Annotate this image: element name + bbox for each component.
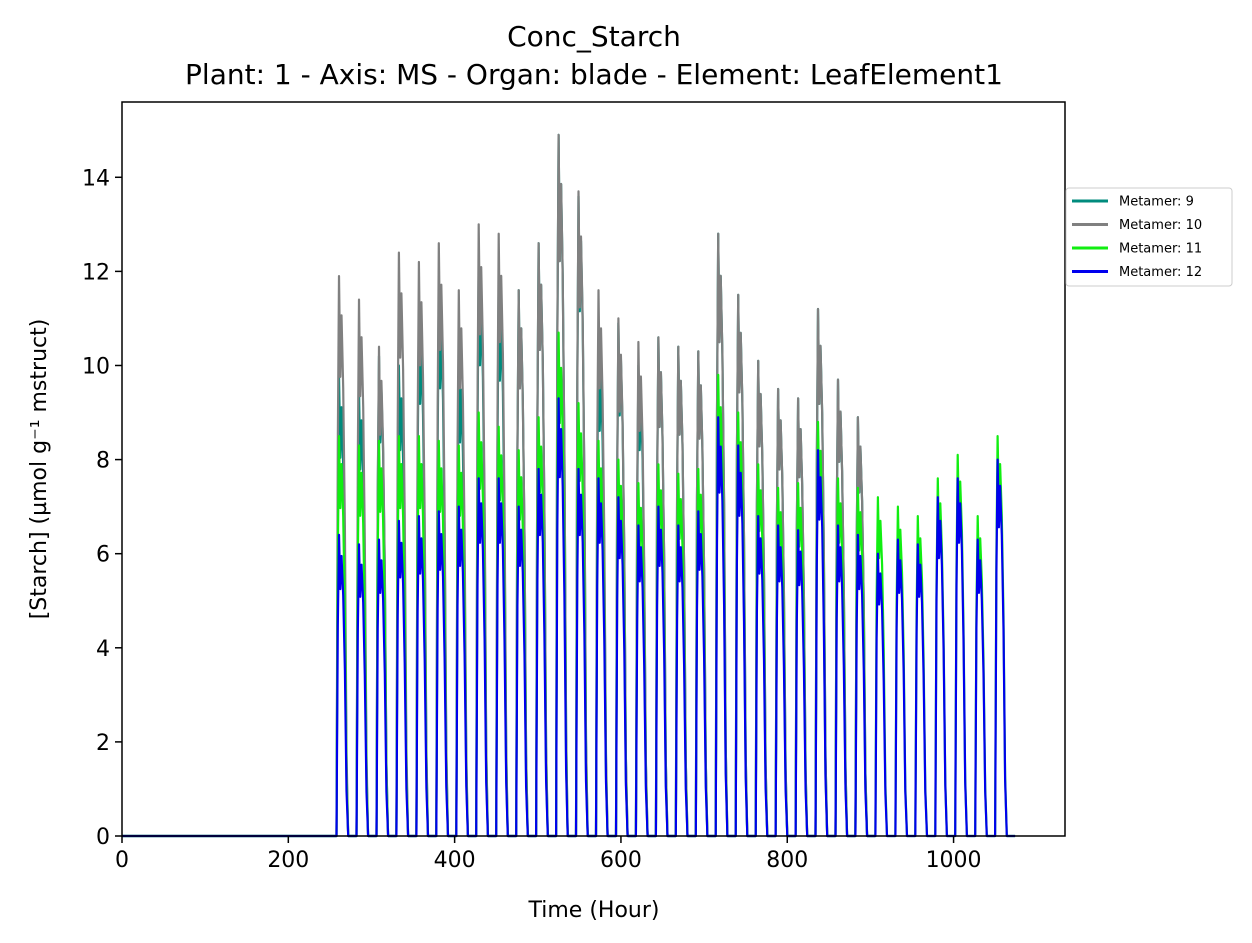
y-tick-label: 14 bbox=[82, 166, 110, 191]
series-line bbox=[122, 133, 876, 838]
legend-label: Metamer: 11 bbox=[1119, 242, 1202, 257]
x-axis: 0 200 400 600 800 1000 bbox=[115, 836, 982, 873]
y-axis-label: [Starch] (µmol g⁻¹ mstruct) bbox=[27, 319, 52, 620]
legend: Metamer: 9 Metamer: 10 Metamer: 11 Metamer:… bbox=[1065, 187, 1233, 287]
legend-box bbox=[1065, 187, 1233, 287]
y-tick-label: 0 bbox=[96, 825, 110, 850]
x-tick-label: 400 bbox=[434, 848, 476, 873]
x-tick-label: 0 bbox=[115, 848, 129, 873]
series-layer bbox=[122, 133, 1016, 838]
series-line bbox=[122, 397, 1016, 838]
x-tick-label: 800 bbox=[766, 848, 808, 873]
y-tick-label: 6 bbox=[96, 543, 110, 568]
legend-label: Metamer: 9 bbox=[1119, 195, 1194, 210]
plot-frame bbox=[121, 101, 1066, 837]
x-tick-label: 1000 bbox=[926, 848, 982, 873]
x-axis-label: Time (Hour) bbox=[528, 898, 660, 923]
y-tick-label: 12 bbox=[82, 260, 110, 285]
y-tick-label: 2 bbox=[96, 731, 110, 756]
y-tick-label: 4 bbox=[96, 637, 110, 662]
x-tick-label: 600 bbox=[600, 848, 642, 873]
x-tick-label: 200 bbox=[267, 848, 309, 873]
y-tick-label: 8 bbox=[96, 449, 110, 474]
chart-subtitle: Plant: 1 - Axis: MS - Organ: blade - Ele… bbox=[185, 58, 1003, 91]
y-axis: 0 2 4 6 8 10 12 14 bbox=[82, 166, 122, 850]
legend-label: Metamer: 10 bbox=[1119, 218, 1202, 233]
chart-title: Conc_Starch bbox=[507, 20, 681, 53]
legend-label: Metamer: 12 bbox=[1119, 265, 1202, 280]
y-tick-label: 10 bbox=[82, 354, 110, 379]
